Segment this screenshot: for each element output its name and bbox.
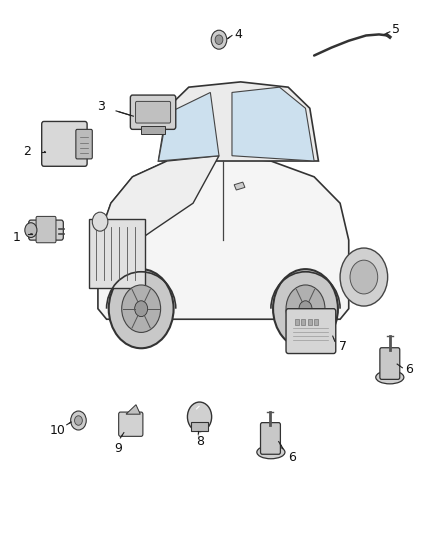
Text: 6: 6 <box>288 451 296 464</box>
Text: 6: 6 <box>405 363 413 376</box>
FancyBboxPatch shape <box>42 122 87 166</box>
Text: 2: 2 <box>24 145 32 158</box>
FancyBboxPatch shape <box>29 220 64 240</box>
Bar <box>89 219 145 288</box>
Text: 4: 4 <box>235 28 243 41</box>
Text: 3: 3 <box>97 100 105 113</box>
Circle shape <box>299 301 312 317</box>
FancyBboxPatch shape <box>286 309 336 353</box>
Circle shape <box>74 416 82 425</box>
Circle shape <box>340 248 388 306</box>
Bar <box>314 319 318 325</box>
Polygon shape <box>159 82 318 161</box>
FancyBboxPatch shape <box>380 348 400 379</box>
Circle shape <box>211 30 227 49</box>
Circle shape <box>134 301 148 317</box>
FancyBboxPatch shape <box>135 101 170 123</box>
Circle shape <box>109 269 173 348</box>
Circle shape <box>122 285 161 333</box>
FancyBboxPatch shape <box>76 130 92 159</box>
FancyBboxPatch shape <box>119 412 143 437</box>
Bar <box>301 319 305 325</box>
Text: 5: 5 <box>392 22 400 36</box>
Polygon shape <box>98 156 219 251</box>
Bar <box>307 319 312 325</box>
Polygon shape <box>126 405 140 414</box>
Circle shape <box>25 223 37 238</box>
Circle shape <box>273 269 338 348</box>
Polygon shape <box>98 156 349 319</box>
Polygon shape <box>232 87 314 161</box>
Circle shape <box>71 411 86 430</box>
Circle shape <box>350 260 378 294</box>
Polygon shape <box>159 92 219 161</box>
Text: 9: 9 <box>114 442 122 455</box>
Circle shape <box>215 35 223 44</box>
Circle shape <box>286 285 325 333</box>
Ellipse shape <box>257 446 285 459</box>
Bar <box>141 126 165 134</box>
Text: 7: 7 <box>339 340 347 353</box>
Polygon shape <box>234 182 245 190</box>
Ellipse shape <box>376 370 404 384</box>
FancyBboxPatch shape <box>261 423 280 454</box>
FancyBboxPatch shape <box>36 216 56 243</box>
Text: 1: 1 <box>12 231 20 244</box>
Text: 10: 10 <box>49 424 65 437</box>
Circle shape <box>92 212 108 231</box>
Circle shape <box>187 402 212 432</box>
FancyBboxPatch shape <box>131 95 176 130</box>
Bar <box>295 319 299 325</box>
Bar <box>191 422 208 431</box>
Text: 8: 8 <box>196 435 204 448</box>
